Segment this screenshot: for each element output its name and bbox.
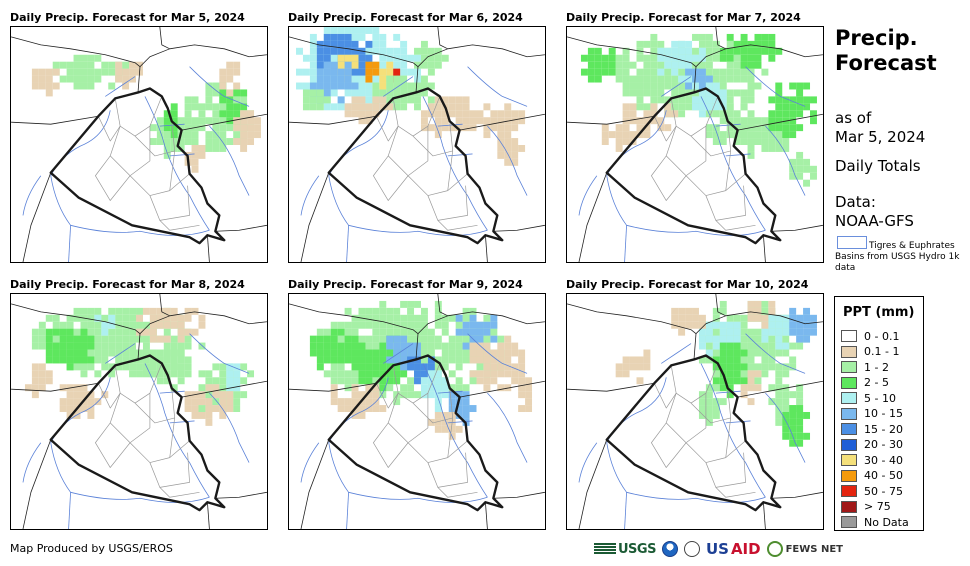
legend-item-c6: 15 - 20 bbox=[841, 421, 903, 437]
legend-label: 15 - 20 bbox=[864, 422, 903, 436]
legend-title: PPT (mm) bbox=[843, 305, 915, 320]
panel-title-1: Daily Precip. Forecast for Mar 5, 2024 bbox=[10, 11, 245, 24]
legend-swatch bbox=[841, 469, 857, 482]
legend-swatch bbox=[841, 376, 857, 389]
legend-label: 40 - 50 bbox=[864, 469, 903, 482]
noaa-logo-icon bbox=[661, 541, 678, 557]
legend-item-c8: 30 - 40 bbox=[841, 452, 903, 468]
legend-swatch bbox=[841, 500, 857, 513]
basin-description: Tigres & Euphrates Basins from USGS Hydr… bbox=[835, 241, 960, 273]
basin-outline-swatch bbox=[837, 236, 867, 249]
state-dept-seal-icon bbox=[683, 541, 700, 557]
legend-swatch bbox=[841, 407, 857, 420]
panel-title-2: Daily Precip. Forecast for Mar 6, 2024 bbox=[288, 11, 523, 24]
precip-map-svg bbox=[11, 294, 267, 529]
legend-label: 2 - 5 bbox=[864, 376, 889, 389]
usgs-logo: USGS bbox=[594, 542, 656, 557]
fews-net-text: FEWS NET bbox=[785, 543, 843, 555]
map-panel-5 bbox=[288, 293, 546, 530]
legend-label: 0 - 0.1 bbox=[864, 329, 900, 343]
panel-title-4: Daily Precip. Forecast for Mar 8, 2024 bbox=[10, 278, 245, 291]
precip-field bbox=[580, 33, 817, 187]
legend-label: No Data bbox=[864, 515, 909, 529]
legend-swatch bbox=[841, 454, 857, 466]
map-panel-1 bbox=[10, 26, 268, 263]
legend-label: 0.1 - 1 bbox=[864, 345, 900, 358]
legend-swatch bbox=[841, 330, 857, 342]
map-panel-2 bbox=[288, 26, 546, 263]
legend-item-c7: 20 - 30 bbox=[841, 437, 903, 453]
precip-map-svg bbox=[289, 27, 545, 262]
precip-legend: PPT (mm) 0 - 0.1 0.1 - 1 1 - 2 2 - 5 5 - 10 1… bbox=[834, 296, 924, 531]
legend-item-c5: 10 - 15 bbox=[841, 406, 903, 422]
legend-swatch bbox=[841, 423, 857, 435]
map-panel-3 bbox=[566, 26, 824, 263]
precip-field bbox=[296, 27, 526, 166]
as-of-value: Mar 5, 2024 bbox=[835, 128, 926, 146]
legend-swatch bbox=[841, 438, 857, 451]
precip-map-svg bbox=[567, 27, 823, 262]
legend-label: > 75 bbox=[864, 500, 891, 513]
usgs-wave-icon bbox=[594, 543, 616, 555]
legend-swatch bbox=[841, 516, 857, 528]
legend-item-c2: 1 - 2 bbox=[841, 359, 889, 375]
usaid-aid-text: AID bbox=[730, 540, 761, 558]
precip-field bbox=[615, 300, 817, 447]
legend-swatch bbox=[841, 361, 857, 373]
legend-label: 10 - 15 bbox=[864, 407, 903, 420]
map-credit: Map Produced by USGS/EROS bbox=[10, 542, 173, 555]
legend-item-c0: 0 - 0.1 bbox=[841, 328, 899, 344]
legend-label: 30 - 40 bbox=[864, 453, 903, 467]
legend-item-c9: 40 - 50 bbox=[841, 468, 903, 484]
map-panel-6 bbox=[566, 293, 824, 530]
legend-swatch bbox=[841, 392, 857, 404]
as-of-label: as of bbox=[835, 109, 872, 127]
precip-field bbox=[24, 307, 255, 426]
legend-swatch bbox=[841, 485, 857, 497]
precip-field bbox=[309, 300, 533, 440]
forecast-title-line1: Precip. bbox=[835, 26, 918, 50]
data-source-value: NOAA-GFS bbox=[835, 212, 914, 230]
data-source: Data: NOAA-GFS bbox=[835, 193, 914, 231]
fews-net-logo: FEWS NET bbox=[766, 541, 843, 557]
legend-item-c1: 0.1 - 1 bbox=[841, 344, 899, 360]
fews-globe-icon bbox=[766, 541, 783, 557]
legend-label: 50 - 75 bbox=[864, 484, 903, 498]
legend-label: 5 - 10 bbox=[864, 391, 896, 405]
panel-title-5: Daily Precip. Forecast for Mar 9, 2024 bbox=[288, 278, 523, 291]
legend-item-c10: 50 - 75 bbox=[841, 483, 903, 499]
precip-map-svg bbox=[11, 27, 267, 262]
legend-label: 1 - 2 bbox=[864, 360, 889, 374]
legend-label: 20 - 30 bbox=[864, 438, 903, 451]
precip-map-svg bbox=[567, 294, 823, 529]
usgs-logo-text: USGS bbox=[618, 541, 656, 557]
legend-item-c3: 2 - 5 bbox=[841, 375, 889, 391]
forecast-title-line2: Forecast bbox=[835, 51, 937, 75]
usaid-logo: US AID bbox=[706, 540, 761, 558]
map-panel-4 bbox=[10, 293, 268, 530]
usaid-us-text: US bbox=[705, 540, 729, 558]
panel-title-6: Daily Precip. Forecast for Mar 10, 2024 bbox=[566, 278, 809, 291]
data-source-label: Data: bbox=[835, 193, 876, 211]
agency-logos: USGS US AID FEWS NET bbox=[594, 537, 843, 561]
forecast-title: Precip. Forecast bbox=[835, 26, 937, 76]
precip-map-svg bbox=[289, 294, 545, 529]
legend-item-nodata: No Data bbox=[841, 514, 909, 530]
legend-swatch bbox=[841, 345, 857, 358]
panel-title-3: Daily Precip. Forecast for Mar 7, 2024 bbox=[566, 11, 801, 24]
as-of-date: as of Mar 5, 2024 bbox=[835, 109, 925, 147]
legend-item-c11: > 75 bbox=[841, 499, 891, 515]
daily-totals-label: Daily Totals bbox=[835, 157, 921, 175]
legend-item-c4: 5 - 10 bbox=[841, 390, 896, 406]
